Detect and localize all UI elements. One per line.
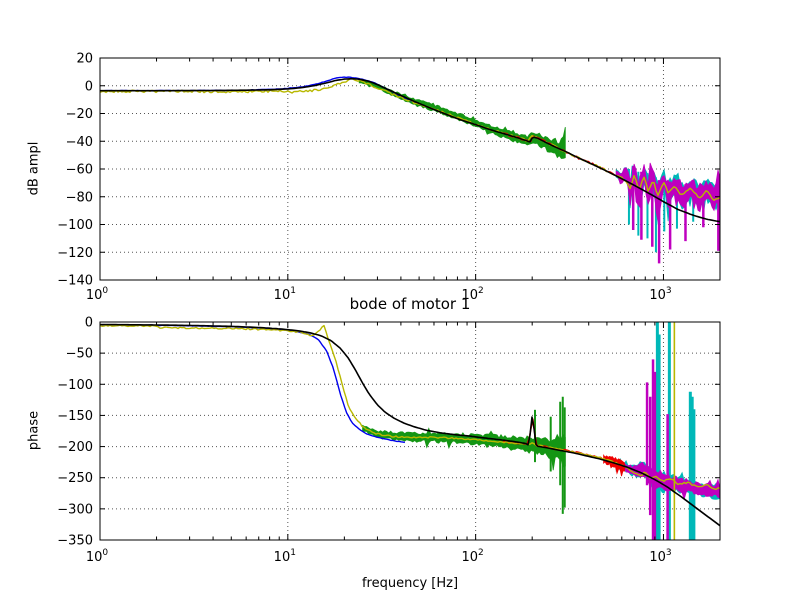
- y-tick-label: −350: [57, 534, 93, 549]
- y-tick-label: −20: [66, 107, 93, 122]
- y-tick-label: −300: [57, 502, 93, 517]
- x-axis-label: frequency [Hz]: [361, 576, 459, 591]
- y-tick-label: 20: [76, 52, 93, 67]
- y-tick-label: −120: [57, 246, 93, 261]
- y-tick-label: 0: [85, 316, 93, 331]
- y-tick-label: −250: [57, 471, 93, 486]
- x-tick-label: 102: [461, 548, 483, 565]
- phase-y-axis-label: phase: [26, 410, 42, 451]
- y-tick-label: −50: [66, 347, 93, 362]
- amp-y-axis-label: dB ampl: [26, 141, 42, 196]
- series-black-model: [100, 323, 720, 527]
- y-tick-label: −80: [66, 190, 93, 205]
- x-tick-label: 101: [274, 548, 296, 565]
- y-tick-label: −150: [57, 409, 93, 424]
- x-tick-label: 103: [649, 548, 671, 565]
- x-tick-label: 100: [86, 548, 109, 565]
- y-tick-label: 0: [85, 79, 93, 94]
- y-tick-label: −100: [57, 218, 93, 233]
- y-tick-label: −140: [57, 274, 93, 289]
- axes-frame: [99, 321, 721, 541]
- y-tick-label: −200: [57, 440, 93, 455]
- y-tick-label: −40: [66, 135, 93, 150]
- subplot-title: bode of motor 1: [349, 295, 471, 313]
- y-tick-label: −100: [57, 378, 93, 393]
- series-black-model: [100, 77, 720, 223]
- series-yellow-smoothed: [100, 324, 720, 491]
- axes-background: [100, 322, 720, 540]
- y-tick-label: −60: [66, 163, 93, 178]
